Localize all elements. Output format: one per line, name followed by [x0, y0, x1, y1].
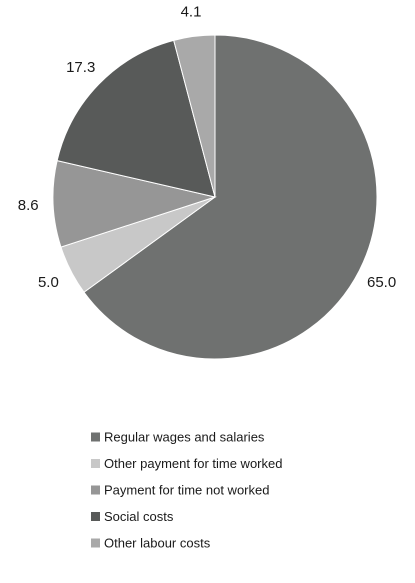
- legend-item: Social costs: [91, 509, 174, 524]
- pie-slices: [52, 34, 378, 360]
- legend-item: Other payment for time worked: [91, 456, 282, 471]
- pie-slice: [52, 160, 217, 248]
- pie-value-labels: 65.0 5.0 8.6 17.3 4.1: [18, 4, 396, 291]
- legend-swatch: [91, 432, 100, 442]
- legend-swatch: [91, 459, 100, 468]
- legend-swatch: [91, 512, 100, 521]
- legend-label: Other labour costs: [104, 536, 211, 551]
- pie-slice: [173, 34, 216, 198]
- slice-value-label: 4.1: [181, 4, 202, 21]
- pie-slice: [56, 39, 216, 198]
- legend-label: Social costs: [104, 509, 174, 524]
- slice-value-label: 8.6: [18, 197, 39, 214]
- legend-label: Other payment for time worked: [104, 456, 282, 471]
- slice-value-label: 65.0: [367, 274, 396, 291]
- slice-value-label: 5.0: [38, 274, 59, 291]
- legend-swatch: [91, 538, 100, 548]
- legend-label: Payment for time not worked: [104, 483, 269, 498]
- pie-slice: [83, 34, 378, 360]
- legend-label: Regular wages and salaries: [104, 430, 265, 445]
- legend-item: Payment for time not worked: [91, 483, 269, 498]
- legend-swatch: [91, 485, 100, 495]
- legend-item: Other labour costs: [91, 536, 211, 551]
- slice-value-label: 17.3: [66, 59, 95, 76]
- legend-item: Regular wages and salaries: [91, 430, 265, 445]
- legend: Regular wages and salaries Other payment …: [91, 430, 282, 551]
